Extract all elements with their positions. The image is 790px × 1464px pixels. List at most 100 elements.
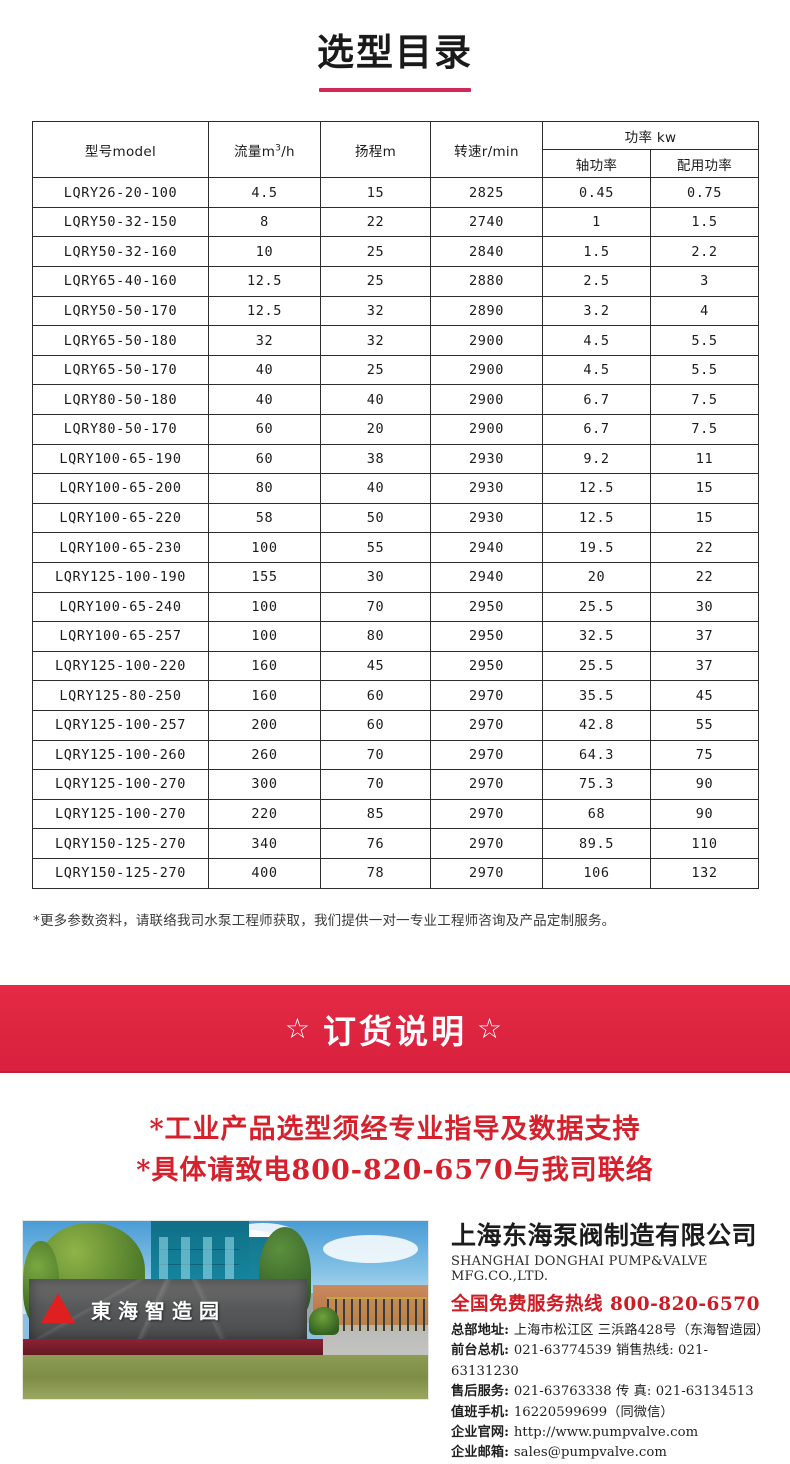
cell-model: LQRY125-100-190: [32, 561, 209, 593]
table-row: LQRY125-100-270 220 85 2970 68 90: [32, 798, 759, 830]
photo-lawn: [23, 1355, 428, 1400]
table-row: LQRY125-100-270 300 70 2970 75.3 90: [32, 769, 759, 800]
cell-head: 25: [320, 236, 431, 268]
cell-shaft-power: 12.5: [542, 502, 651, 534]
cell-flow: 200: [208, 709, 321, 741]
hotline-label: 全国免费服务热线: [451, 1293, 604, 1315]
cell-motor-power: 37: [650, 621, 759, 652]
slogan-line-1: *工业产品选型须经专业指导及数据支持: [149, 1113, 641, 1145]
flow-unit-tail: /h: [281, 143, 295, 160]
cell-speed: 2900: [430, 414, 543, 445]
cell-flow: 40: [208, 384, 321, 415]
cell-head: 78: [320, 857, 431, 889]
cell-head: 40: [320, 384, 431, 415]
factory-entrance-photo: 東海智造园: [22, 1220, 429, 1401]
cell-motor-power: 30: [650, 591, 759, 623]
photo-sign-text: 東海智造园: [91, 1299, 226, 1324]
cell-shaft-power: 4.5: [542, 325, 651, 356]
cell-model: LQRY125-100-270: [32, 769, 209, 800]
contact-label: 企业官网:: [451, 1424, 514, 1440]
star-right-icon: ☆: [477, 1011, 506, 1045]
cell-model: LQRY100-65-240: [32, 591, 209, 623]
contact-label: 企业邮箱:: [451, 1445, 514, 1461]
cell-shaft-power: 25.5: [542, 650, 651, 682]
cell-model: LQRY80-50-180: [32, 384, 209, 415]
cell-model: LQRY100-65-220: [32, 502, 209, 534]
col-header-flow: 流量m3/h: [208, 121, 321, 179]
table-row: LQRY26-20-100 4.5 15 2825 0.45 0.75: [32, 177, 759, 208]
cell-shaft-power: 2.5: [542, 266, 651, 297]
cell-motor-power: 7.5: [650, 414, 759, 445]
table-row: LQRY100-65-200 80 40 2930 12.5 15: [32, 473, 759, 504]
cell-head: 32: [320, 295, 431, 327]
cell-model: LQRY65-50-180: [32, 325, 209, 356]
table-row: LQRY125-100-260 260 70 2970 64.3 75: [32, 739, 759, 771]
col-header-flow-text: 流量m: [234, 143, 276, 160]
cell-head: 45: [320, 650, 431, 682]
cell-model: LQRY100-65-257: [32, 621, 209, 652]
table-row: LQRY125-100-190 155 30 2940 20 22: [32, 561, 759, 593]
slogan-block: *工业产品选型须经专业指导及数据支持 *具体请致电800-820-6570与我司…: [0, 1109, 790, 1193]
contact-value: 上海市松江区 三浜路428号（东海智造园）: [513, 1322, 770, 1338]
cell-speed: 2940: [430, 532, 543, 563]
cell-model: LQRY150-125-270: [32, 857, 209, 889]
cell-head: 55: [320, 532, 431, 563]
cell-flow: 100: [208, 591, 321, 623]
cell-model: LQRY100-65-190: [32, 443, 209, 475]
contact-value: http://www.pumpvalve.com: [513, 1424, 699, 1440]
cell-shaft-power: 75.3: [542, 769, 651, 800]
table-row: LQRY150-125-270 340 76 2970 89.5 110: [32, 828, 759, 859]
cell-speed: 2890: [430, 295, 543, 327]
cell-shaft-power: 20: [542, 561, 651, 593]
contact-label: 总部地址:: [451, 1322, 514, 1338]
contact-value: 021-63763338 传 真: 021-63134513: [513, 1384, 754, 1400]
contact-line: 值班手机: 16220599699（同微信）: [451, 1403, 771, 1423]
cell-model: LQRY100-65-230: [32, 532, 209, 563]
cell-model: LQRY80-50-170: [32, 414, 209, 445]
cell-flow: 32: [208, 325, 321, 356]
spec-table-container: 型号model 流量m3/h 扬程m 转速r/min 功率 kw 轴功率 配用功…: [32, 121, 759, 889]
cell-shaft-power: 42.8: [542, 709, 651, 741]
table-row: LQRY150-125-270 400 78 2970 106 132: [32, 857, 759, 889]
table-row: LQRY125-80-250 160 60 2970 35.5 45: [32, 680, 759, 711]
cell-speed: 2930: [430, 502, 543, 534]
cell-shaft-power: 32.5: [542, 621, 651, 652]
cell-flow: 10: [208, 236, 321, 268]
pump-spec-table: 型号model 流量m3/h 扬程m 转速r/min 功率 kw 轴功率 配用功…: [32, 121, 759, 889]
cell-speed: 2950: [430, 650, 543, 682]
cell-flow: 4.5: [208, 177, 321, 208]
table-row: LQRY65-40-160 12.5 25 2880 2.5 3: [32, 266, 759, 297]
flow-unit-exponent: 3: [275, 143, 282, 154]
cell-model: LQRY65-40-160: [32, 266, 209, 297]
cell-model: LQRY125-100-270: [32, 798, 209, 830]
cell-shaft-power: 6.7: [542, 414, 651, 445]
cell-head: 76: [320, 828, 431, 859]
cell-speed: 2900: [430, 325, 543, 356]
cell-shaft-power: 3.2: [542, 295, 651, 327]
cell-flow: 12.5: [208, 266, 321, 297]
cell-shaft-power: 35.5: [542, 680, 651, 711]
contact-line: 前台总机: 021-63774539 销售热线: 021-63131230: [451, 1341, 771, 1382]
cell-head: 50: [320, 502, 431, 534]
cell-motor-power: 0.75: [650, 177, 759, 208]
cell-motor-power: 55: [650, 709, 759, 741]
table-row: LQRY100-65-257 100 80 2950 32.5 37: [32, 621, 759, 652]
cell-flow: 260: [208, 739, 321, 771]
cell-head: 70: [320, 591, 431, 623]
title-underline-rule: [319, 88, 471, 93]
cell-flow: 8: [208, 206, 321, 238]
table-footnote: *更多参数资料，请联络我司水泵工程师获取，我们提供一对一专业工程师咨询及产品定制…: [33, 912, 616, 929]
cell-model: LQRY65-50-170: [32, 354, 209, 386]
contact-value: 16220599699（同微信）: [513, 1404, 674, 1420]
cell-model: LQRY26-20-100: [32, 177, 209, 208]
table-header: 型号model 流量m3/h 扬程m 转速r/min 功率 kw 轴功率 配用功…: [32, 121, 759, 179]
col-header-model: 型号model: [32, 121, 209, 179]
cell-head: 15: [320, 177, 431, 208]
cell-speed: 2880: [430, 266, 543, 297]
table-body: LQRY26-20-100 4.5 15 2825 0.45 0.75 LQRY50-32-…: [32, 177, 759, 889]
cell-speed: 2950: [430, 621, 543, 652]
table-row: LQRY125-100-220 160 45 2950 25.5 37: [32, 650, 759, 682]
cell-motor-power: 4: [650, 295, 759, 327]
contact-label: 值班手机:: [451, 1404, 514, 1420]
contact-line: 企业官网: http://www.pumpvalve.com: [451, 1423, 771, 1443]
